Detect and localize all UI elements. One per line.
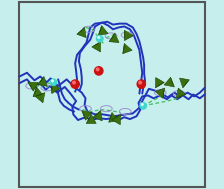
Circle shape xyxy=(140,103,146,109)
Circle shape xyxy=(96,68,99,71)
Polygon shape xyxy=(92,42,101,47)
Polygon shape xyxy=(37,87,43,95)
Polygon shape xyxy=(176,94,186,98)
Polygon shape xyxy=(155,88,165,98)
Polygon shape xyxy=(98,26,102,35)
Polygon shape xyxy=(176,88,178,98)
Polygon shape xyxy=(37,77,44,85)
Polygon shape xyxy=(112,114,121,125)
Polygon shape xyxy=(115,33,119,43)
Circle shape xyxy=(141,104,143,105)
Polygon shape xyxy=(44,77,47,86)
Polygon shape xyxy=(86,114,91,123)
Polygon shape xyxy=(91,114,96,123)
Polygon shape xyxy=(120,114,121,125)
Polygon shape xyxy=(77,27,85,34)
Polygon shape xyxy=(100,42,101,52)
Polygon shape xyxy=(164,85,174,87)
Polygon shape xyxy=(82,111,92,113)
Polygon shape xyxy=(180,78,189,88)
Polygon shape xyxy=(52,83,60,94)
Polygon shape xyxy=(85,27,86,38)
Polygon shape xyxy=(109,33,119,43)
Polygon shape xyxy=(92,42,101,52)
Polygon shape xyxy=(43,93,45,103)
Polygon shape xyxy=(102,26,108,34)
Polygon shape xyxy=(124,30,125,41)
Polygon shape xyxy=(33,87,43,97)
Polygon shape xyxy=(112,112,118,121)
Polygon shape xyxy=(163,88,165,98)
Polygon shape xyxy=(98,26,108,35)
Polygon shape xyxy=(155,77,156,88)
Circle shape xyxy=(137,80,145,88)
Polygon shape xyxy=(183,80,189,88)
Polygon shape xyxy=(109,112,118,122)
Polygon shape xyxy=(28,82,38,91)
Polygon shape xyxy=(155,91,163,98)
Circle shape xyxy=(97,36,103,42)
Polygon shape xyxy=(155,83,164,88)
Circle shape xyxy=(71,80,79,88)
Polygon shape xyxy=(180,78,183,88)
Polygon shape xyxy=(109,33,115,42)
Polygon shape xyxy=(86,114,96,123)
Circle shape xyxy=(139,81,142,84)
Polygon shape xyxy=(28,82,33,91)
Polygon shape xyxy=(52,83,60,88)
Polygon shape xyxy=(109,112,112,122)
Polygon shape xyxy=(28,82,38,83)
Circle shape xyxy=(98,36,100,38)
Polygon shape xyxy=(123,43,132,54)
Polygon shape xyxy=(37,77,47,86)
Circle shape xyxy=(73,81,75,84)
Polygon shape xyxy=(35,93,45,103)
Polygon shape xyxy=(35,93,45,96)
Circle shape xyxy=(95,67,103,75)
Polygon shape xyxy=(124,30,133,36)
Circle shape xyxy=(52,80,53,82)
Polygon shape xyxy=(164,77,174,87)
Polygon shape xyxy=(123,43,124,54)
Polygon shape xyxy=(93,111,102,121)
Polygon shape xyxy=(176,88,186,98)
Polygon shape xyxy=(82,111,86,120)
Polygon shape xyxy=(171,77,174,87)
Polygon shape xyxy=(101,111,102,121)
Polygon shape xyxy=(77,27,86,38)
Polygon shape xyxy=(33,87,37,97)
Polygon shape xyxy=(124,30,133,41)
Polygon shape xyxy=(112,114,121,120)
Polygon shape xyxy=(93,111,101,117)
Polygon shape xyxy=(155,77,164,88)
Polygon shape xyxy=(82,111,92,120)
Circle shape xyxy=(50,79,57,85)
Polygon shape xyxy=(124,43,132,50)
